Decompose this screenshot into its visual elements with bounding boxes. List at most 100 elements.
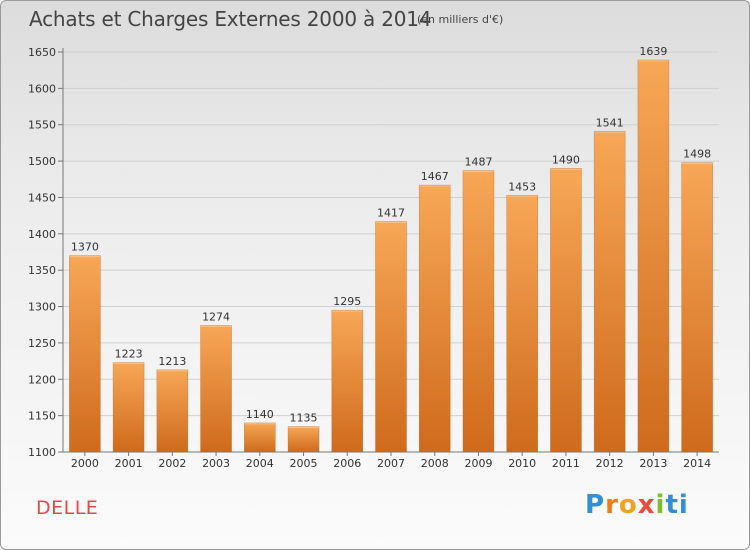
bar-value-label: 1490 — [552, 153, 580, 166]
bar-outline — [69, 255, 101, 453]
bar — [681, 162, 713, 452]
chart-unit: (en milliers d'€) — [417, 13, 504, 26]
bar-outline — [156, 369, 189, 453]
bar-outline — [506, 194, 539, 453]
bar — [462, 170, 494, 452]
y-tick-label: 1100 — [28, 446, 56, 459]
bar-value-label: 1453 — [508, 180, 536, 193]
x-tick-label: 2006 — [333, 457, 361, 470]
bar — [288, 426, 320, 452]
bar-highlight — [200, 325, 232, 327]
bar-highlight — [419, 185, 451, 187]
bar — [244, 422, 276, 452]
bar — [69, 255, 101, 452]
x-tick-label: 2011 — [552, 457, 580, 470]
bar — [156, 369, 188, 452]
x-tick-label: 2009 — [464, 457, 492, 470]
bar-value-label: 1213 — [158, 355, 186, 368]
bar-highlight — [156, 369, 188, 372]
town-name: DELLE — [36, 497, 99, 519]
bar — [594, 131, 626, 453]
x-tick-label: 2013 — [639, 457, 667, 470]
x-tick-label: 2002 — [158, 457, 186, 470]
proxiti-logo: Proxiti — [585, 490, 689, 520]
bar-value-label: 1541 — [596, 116, 624, 129]
bar-outline — [418, 184, 451, 453]
bar-highlight — [288, 426, 320, 429]
x-tick-label: 2014 — [683, 457, 711, 470]
x-tick-label: 2008 — [421, 457, 449, 470]
bar-outline — [681, 162, 713, 453]
y-tick-label: 1500 — [28, 155, 56, 168]
bar-highlight — [681, 162, 713, 165]
x-tick-label: 2000 — [71, 457, 99, 470]
x-tick-labels: 2000 2001 2002 2003 2004 2005 2006 2007 2008 2009… — [71, 457, 711, 470]
logo-letter: P — [585, 490, 606, 520]
bar-highlight — [506, 195, 538, 197]
bar-outline — [112, 362, 145, 453]
bar-value-label: 1467 — [421, 170, 449, 183]
bar-value-label: 1295 — [333, 295, 361, 308]
bar — [331, 310, 363, 452]
bar — [506, 195, 538, 453]
y-tick-label: 1400 — [28, 228, 56, 241]
value-labels: 1370 1223 1213 1274 1140 1135 1295 1417 1467 1487… — [71, 45, 711, 425]
bar-highlight — [69, 255, 101, 258]
y-tick-labels: 1100 1150 1200 1250 1300 1350 1400 1450 1500 1550… — [28, 46, 56, 459]
logo-letter: ti — [665, 490, 689, 520]
bar-value-label: 1370 — [71, 241, 99, 254]
x-tick-label: 2001 — [115, 457, 143, 470]
bar-value-label: 1135 — [290, 412, 318, 425]
bar — [550, 168, 582, 452]
bar — [375, 221, 407, 452]
bar-highlight — [244, 422, 276, 425]
bar-highlight — [375, 221, 407, 223]
bar — [200, 325, 232, 452]
bar-highlight — [637, 60, 669, 62]
bar-outline — [200, 325, 232, 453]
bar-outline — [244, 422, 276, 453]
x-tick-label: 2003 — [202, 457, 230, 470]
bar-outline — [462, 170, 495, 453]
bar-highlight — [594, 131, 626, 133]
bar-outline — [637, 59, 670, 453]
x-tick-label: 2012 — [596, 457, 624, 470]
bar-highlight — [331, 310, 363, 312]
bar-value-label: 1498 — [683, 148, 711, 161]
logo-letter: x — [637, 490, 656, 520]
logo-letter: o — [618, 490, 638, 520]
chart-title: Achats et Charges Externes 2000 à 2014 — [29, 7, 432, 31]
y-tick-label: 1200 — [28, 373, 56, 386]
x-tick-label: 2005 — [290, 457, 318, 470]
y-tick-label: 1600 — [28, 82, 56, 95]
y-tick-label: 1550 — [28, 119, 56, 132]
x-tick-label: 2010 — [508, 457, 536, 470]
bar-outline — [287, 426, 320, 453]
bar-value-label: 1140 — [246, 408, 274, 421]
x-tick-label: 2004 — [246, 457, 274, 470]
bar-outline — [593, 130, 626, 453]
bar-value-label: 1223 — [115, 348, 143, 361]
bar-outline — [331, 309, 364, 453]
bar — [637, 60, 669, 452]
bar-highlight — [462, 170, 494, 173]
bar-outline — [375, 221, 407, 453]
bar-highlight — [113, 362, 145, 365]
bar-value-label: 1639 — [639, 45, 667, 58]
bar-outline — [550, 168, 582, 453]
bar-value-label: 1274 — [202, 310, 230, 323]
y-tick-label: 1300 — [28, 301, 56, 314]
x-tick-label: 2007 — [377, 457, 405, 470]
logo-letter: i — [655, 490, 666, 520]
y-tick-label: 1150 — [28, 410, 56, 423]
y-tick-label: 1250 — [28, 337, 56, 350]
y-tick-label: 1450 — [28, 191, 56, 204]
bars — [69, 59, 713, 453]
bar — [419, 185, 451, 452]
logo-letter: r — [605, 490, 619, 520]
y-tick-label: 1650 — [28, 46, 56, 59]
bar — [113, 362, 145, 452]
bar-highlight — [550, 168, 582, 170]
